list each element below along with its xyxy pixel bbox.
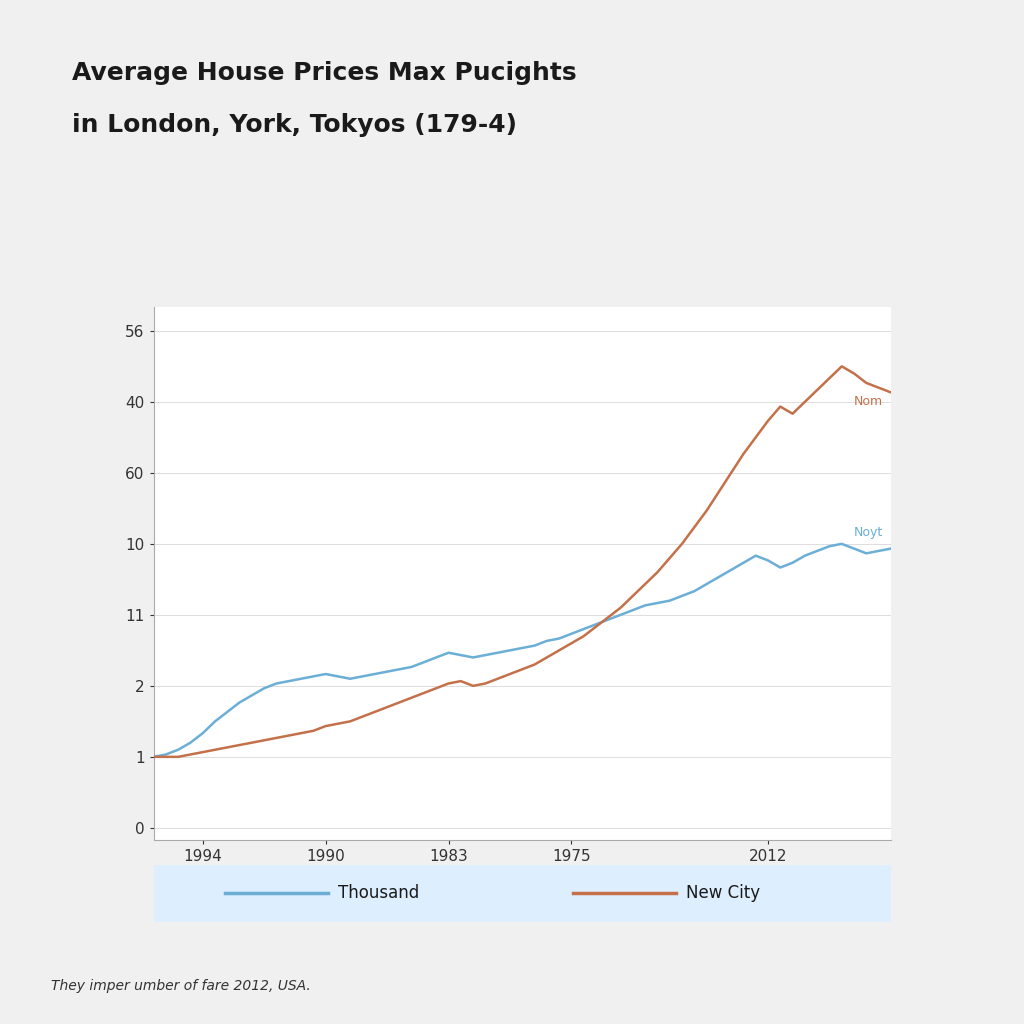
Text: New City: New City xyxy=(686,885,760,902)
Text: They imper umber of fare 2012, USA.: They imper umber of fare 2012, USA. xyxy=(51,979,311,993)
Text: in London, York, Tokyos (179-4): in London, York, Tokyos (179-4) xyxy=(72,113,517,136)
Text: Average House Prices Max Pucights: Average House Prices Max Pucights xyxy=(72,61,577,85)
Text: Nom: Nom xyxy=(854,395,883,409)
Text: Noyt: Noyt xyxy=(854,525,884,539)
Text: Thousand: Thousand xyxy=(338,885,419,902)
